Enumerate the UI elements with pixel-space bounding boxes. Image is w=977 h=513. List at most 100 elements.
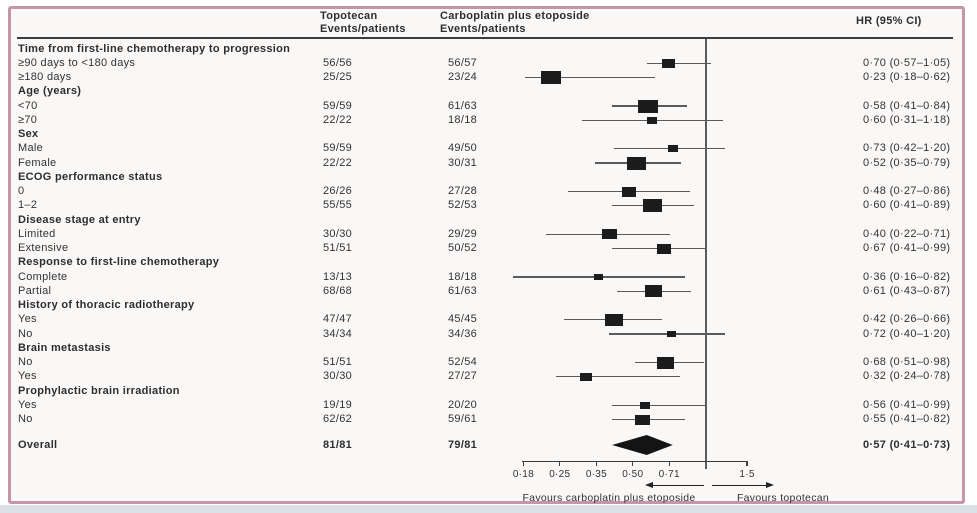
hr-ci-text: 0·73 (0·42–1·20) — [863, 142, 951, 155]
ci-line — [555, 376, 680, 378]
hr-ci-text: 0·60 (0·31–1·18) — [863, 113, 951, 126]
carboplatin-events-value: 20/20 — [448, 398, 478, 411]
hr-ci-text: 0·58 (0·41–0·84) — [863, 99, 951, 112]
hr-square-marker — [593, 274, 603, 280]
hr-square-marker — [645, 285, 663, 298]
hr-square-marker — [627, 156, 647, 170]
axis-tick — [668, 461, 670, 466]
favours-right-arrow-shaft — [712, 485, 767, 487]
carboplatin-events-value: 34/36 — [448, 327, 478, 340]
carboplatin-events-value: 18/18 — [448, 113, 478, 126]
hr-ci-text: 0·70 (0·57–1·05) — [863, 56, 951, 69]
subgroup-label: Yes — [18, 370, 37, 383]
hr-square-marker — [642, 199, 662, 213]
subgroup-label: <70 — [18, 99, 38, 112]
hr-ci-text: 0·67 (0·41–0·99) — [863, 242, 951, 254]
topotecan-events-value: 22/22 — [323, 156, 353, 169]
group-header-label: Response to first-line chemotherapy — [18, 256, 220, 269]
topotecan-events-value: 13/13 — [323, 270, 353, 283]
favours-left-arrow-shaft — [652, 485, 704, 487]
group-header-label: Disease stage at entry — [18, 213, 141, 226]
group-header-label: History of thoracic radiotherapy — [18, 299, 195, 311]
hr-square-marker — [605, 313, 624, 326]
x-axis-line — [522, 461, 748, 463]
hr-square-marker — [621, 186, 636, 197]
carboplatin-events-value: 27/27 — [448, 370, 478, 383]
topotecan-events-value: 26/26 — [323, 185, 353, 197]
column-header-carboplatin-line1: Carboplatin plus etoposide — [440, 10, 590, 22]
topotecan-events-value: 68/68 — [323, 284, 353, 297]
subgroup-label: Yes — [18, 313, 37, 326]
hr-square-marker — [667, 145, 678, 153]
carboplatin-events-value: 61/63 — [448, 284, 478, 297]
topotecan-events-value: 22/22 — [323, 113, 353, 126]
subgroup-label: Complete — [18, 270, 68, 283]
column-header-hr: HR (95% CI) — [856, 15, 922, 27]
carboplatin-events-value: 30/31 — [448, 156, 478, 169]
hr-ci-text: 0·61 (0·43–0·87) — [863, 284, 951, 297]
hr-square-marker — [666, 331, 676, 337]
carboplatin-events-value: 45/45 — [448, 313, 478, 326]
figure-frame — [8, 6, 965, 504]
hr-square-marker — [647, 116, 657, 124]
hr-square-marker — [541, 71, 562, 84]
axis-tick-label: 0·71 — [658, 469, 680, 480]
ci-line — [611, 404, 705, 406]
hr-square-marker — [638, 99, 659, 113]
axis-tick — [522, 461, 525, 466]
topotecan-events-value: 59/59 — [323, 99, 353, 112]
subgroup-label: Extensive — [18, 242, 69, 254]
axis-tick — [632, 461, 634, 466]
favours-left-label: Favours carboplatin plus etoposide — [522, 492, 696, 504]
subgroup-label: No — [18, 413, 33, 425]
ci-line — [525, 76, 656, 79]
topotecan-events-value: 51/51 — [323, 356, 353, 368]
hr-ci-text: 0·68 (0·51–0·98) — [863, 356, 951, 368]
subgroup-label: 0 — [18, 185, 25, 197]
subgroup-label: Yes — [18, 398, 37, 411]
bottom-strip — [0, 505, 977, 513]
topotecan-events-value: 51/51 — [323, 242, 353, 254]
hr-ci-text: 0·36 (0·16–0·82) — [863, 270, 951, 283]
axis-tick — [559, 461, 561, 466]
topotecan-events-value: 30/30 — [323, 370, 353, 383]
subgroup-label: Partial — [18, 284, 52, 297]
hr-square-marker — [579, 372, 592, 381]
carboplatin-events-value: 59/61 — [448, 413, 478, 425]
group-header-label: Time from first-line chemotherapy to pro… — [18, 42, 291, 55]
carboplatin-events-value: 27/28 — [448, 185, 478, 197]
hr-square-marker — [601, 229, 617, 240]
topotecan-events-value: 25/25 — [323, 71, 353, 83]
carboplatin-events-value: 18/18 — [448, 270, 478, 283]
subgroup-label: No — [18, 327, 33, 340]
hr-ci-text: 0·55 (0·41–0·82) — [863, 413, 951, 425]
axis-tick-label: 0·25 — [549, 469, 571, 480]
carboplatin-events-value: 49/50 — [448, 142, 478, 155]
overall-hr-ci-text: 0·57 (0·41–0·73) — [863, 438, 951, 451]
favours-left-arrow-icon — [645, 482, 653, 489]
column-header-topotecan: Topotecan Events/patients — [320, 11, 406, 35]
column-header-carboplatin: Carboplatin plus etoposide Events/patien… — [440, 11, 590, 35]
subgroup-label: 1–2 — [18, 199, 38, 212]
topotecan-events-value: 19/19 — [323, 398, 353, 411]
hr-ci-text: 0·32 (0·24–0·78) — [863, 370, 951, 383]
carboplatin-events-value: 52/53 — [448, 199, 478, 212]
carboplatin-events-value: 50/52 — [448, 242, 478, 254]
topotecan-events-value: 30/30 — [323, 227, 353, 240]
axis-tick — [595, 461, 598, 466]
overall-diamond-marker — [611, 435, 673, 455]
axis-tick-label: 0·35 — [585, 469, 608, 480]
carboplatin-events-value: 29/29 — [448, 227, 478, 240]
carboplatin-events-value: 23/24 — [448, 71, 478, 83]
axis-tick — [746, 461, 748, 466]
hr-ci-text: 0·72 (0·40–1·20) — [863, 327, 951, 340]
hr-square-marker — [656, 356, 674, 369]
hr-square-marker — [639, 401, 650, 409]
subgroup-label: Limited — [18, 227, 56, 240]
favours-right-arrow-icon — [766, 482, 774, 489]
subgroup-label: ≥180 days — [18, 71, 72, 83]
topotecan-events-value: 55/55 — [323, 199, 353, 212]
favours-right-label: Favours topotecan — [736, 492, 830, 504]
hr-ci-text: 0·42 (0·26–0·66) — [863, 313, 951, 326]
hr-ci-text: 0·48 (0·27–0·86) — [863, 185, 951, 197]
